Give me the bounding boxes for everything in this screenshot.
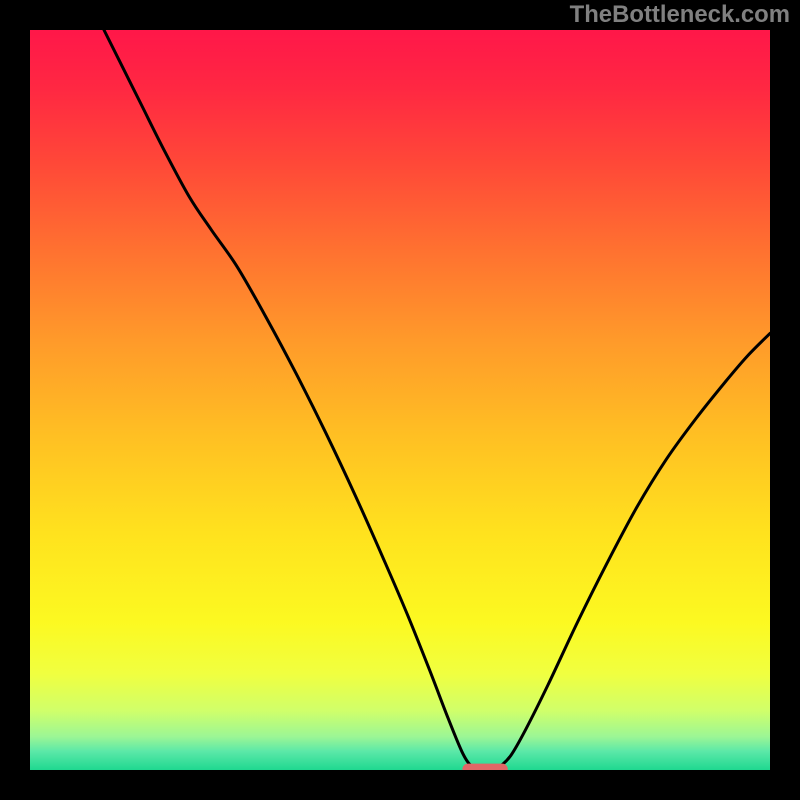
watermark-text: TheBottleneck.com xyxy=(570,1,790,28)
frame-right xyxy=(770,0,800,800)
bottleneck-curve-chart: TheBottleneck.com xyxy=(0,0,800,800)
plot-background xyxy=(30,30,770,770)
frame-bottom xyxy=(0,770,800,800)
chart-container: TheBottleneck.com xyxy=(0,0,800,800)
frame-left xyxy=(0,0,30,800)
